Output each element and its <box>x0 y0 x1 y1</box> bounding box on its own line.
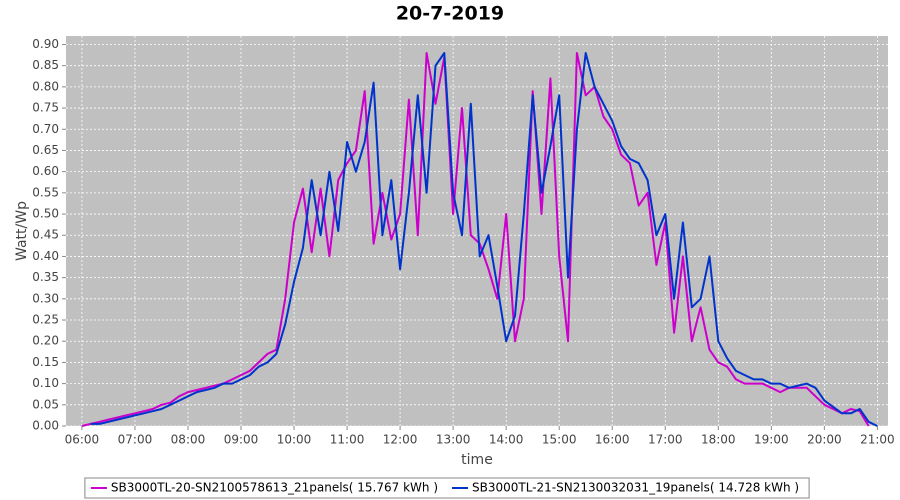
y-tick-label: 0.05 <box>32 397 59 411</box>
y-tick-label: 0.30 <box>32 291 59 305</box>
y-tick-label: 0.40 <box>32 249 59 263</box>
y-tick-label: 0.60 <box>32 164 59 178</box>
y-tick-label: 0.65 <box>32 143 59 157</box>
x-tick-label: 13:00 <box>436 433 471 447</box>
y-tick-label: 0.85 <box>32 58 59 72</box>
y-tick-label: 0.50 <box>32 207 59 221</box>
y-tick-label: 0.35 <box>32 270 59 284</box>
y-tick-label: 0.70 <box>32 122 59 136</box>
y-tick-label: 0.90 <box>32 37 59 51</box>
x-tick-label: 08:00 <box>171 433 206 447</box>
y-tick-label: 0.45 <box>32 228 59 242</box>
y-tick-label: 0.10 <box>32 376 59 390</box>
x-tick-label: 16:00 <box>595 433 630 447</box>
y-tick-label: 0.80 <box>32 79 59 93</box>
y-axis-label: Watt/Wp <box>14 201 30 261</box>
x-tick-label: 11:00 <box>330 433 365 447</box>
x-tick-label: 06:00 <box>65 433 100 447</box>
x-tick-label: 10:00 <box>277 433 312 447</box>
y-tick-label: 0.15 <box>32 355 59 369</box>
x-axis-label: time <box>461 452 493 468</box>
legend-label: SB3000TL-20-SN2100578613_21panels( 15.76… <box>111 481 438 495</box>
x-tick-label: 19:00 <box>754 433 789 447</box>
x-tick-label: 15:00 <box>542 433 577 447</box>
series-line <box>81 52 870 427</box>
x-tick-label: 14:00 <box>489 433 524 447</box>
x-tick-label: 18:00 <box>701 433 736 447</box>
x-tick-label: 21:00 <box>860 433 895 447</box>
x-tick-label: 20:00 <box>807 433 842 447</box>
x-tick-label: 09:00 <box>224 433 259 447</box>
x-tick-label: 07:00 <box>118 433 153 447</box>
plot-area <box>66 36 888 426</box>
legend-box <box>84 477 810 499</box>
legend-label: SB3000TL-21-SN2130032031_19panels( 14.72… <box>472 481 799 495</box>
y-tick-label: 0.55 <box>32 185 59 199</box>
series-line <box>90 52 878 427</box>
x-tick-label: 12:00 <box>383 433 418 447</box>
chart-title: 20-7-2019 <box>396 3 504 25</box>
x-tick-label: 17:00 <box>648 433 683 447</box>
y-tick-label: 0.20 <box>32 334 59 348</box>
y-tick-label: 0.00 <box>32 419 59 433</box>
y-tick-label: 0.25 <box>32 313 59 327</box>
y-tick-label: 0.75 <box>32 101 59 115</box>
